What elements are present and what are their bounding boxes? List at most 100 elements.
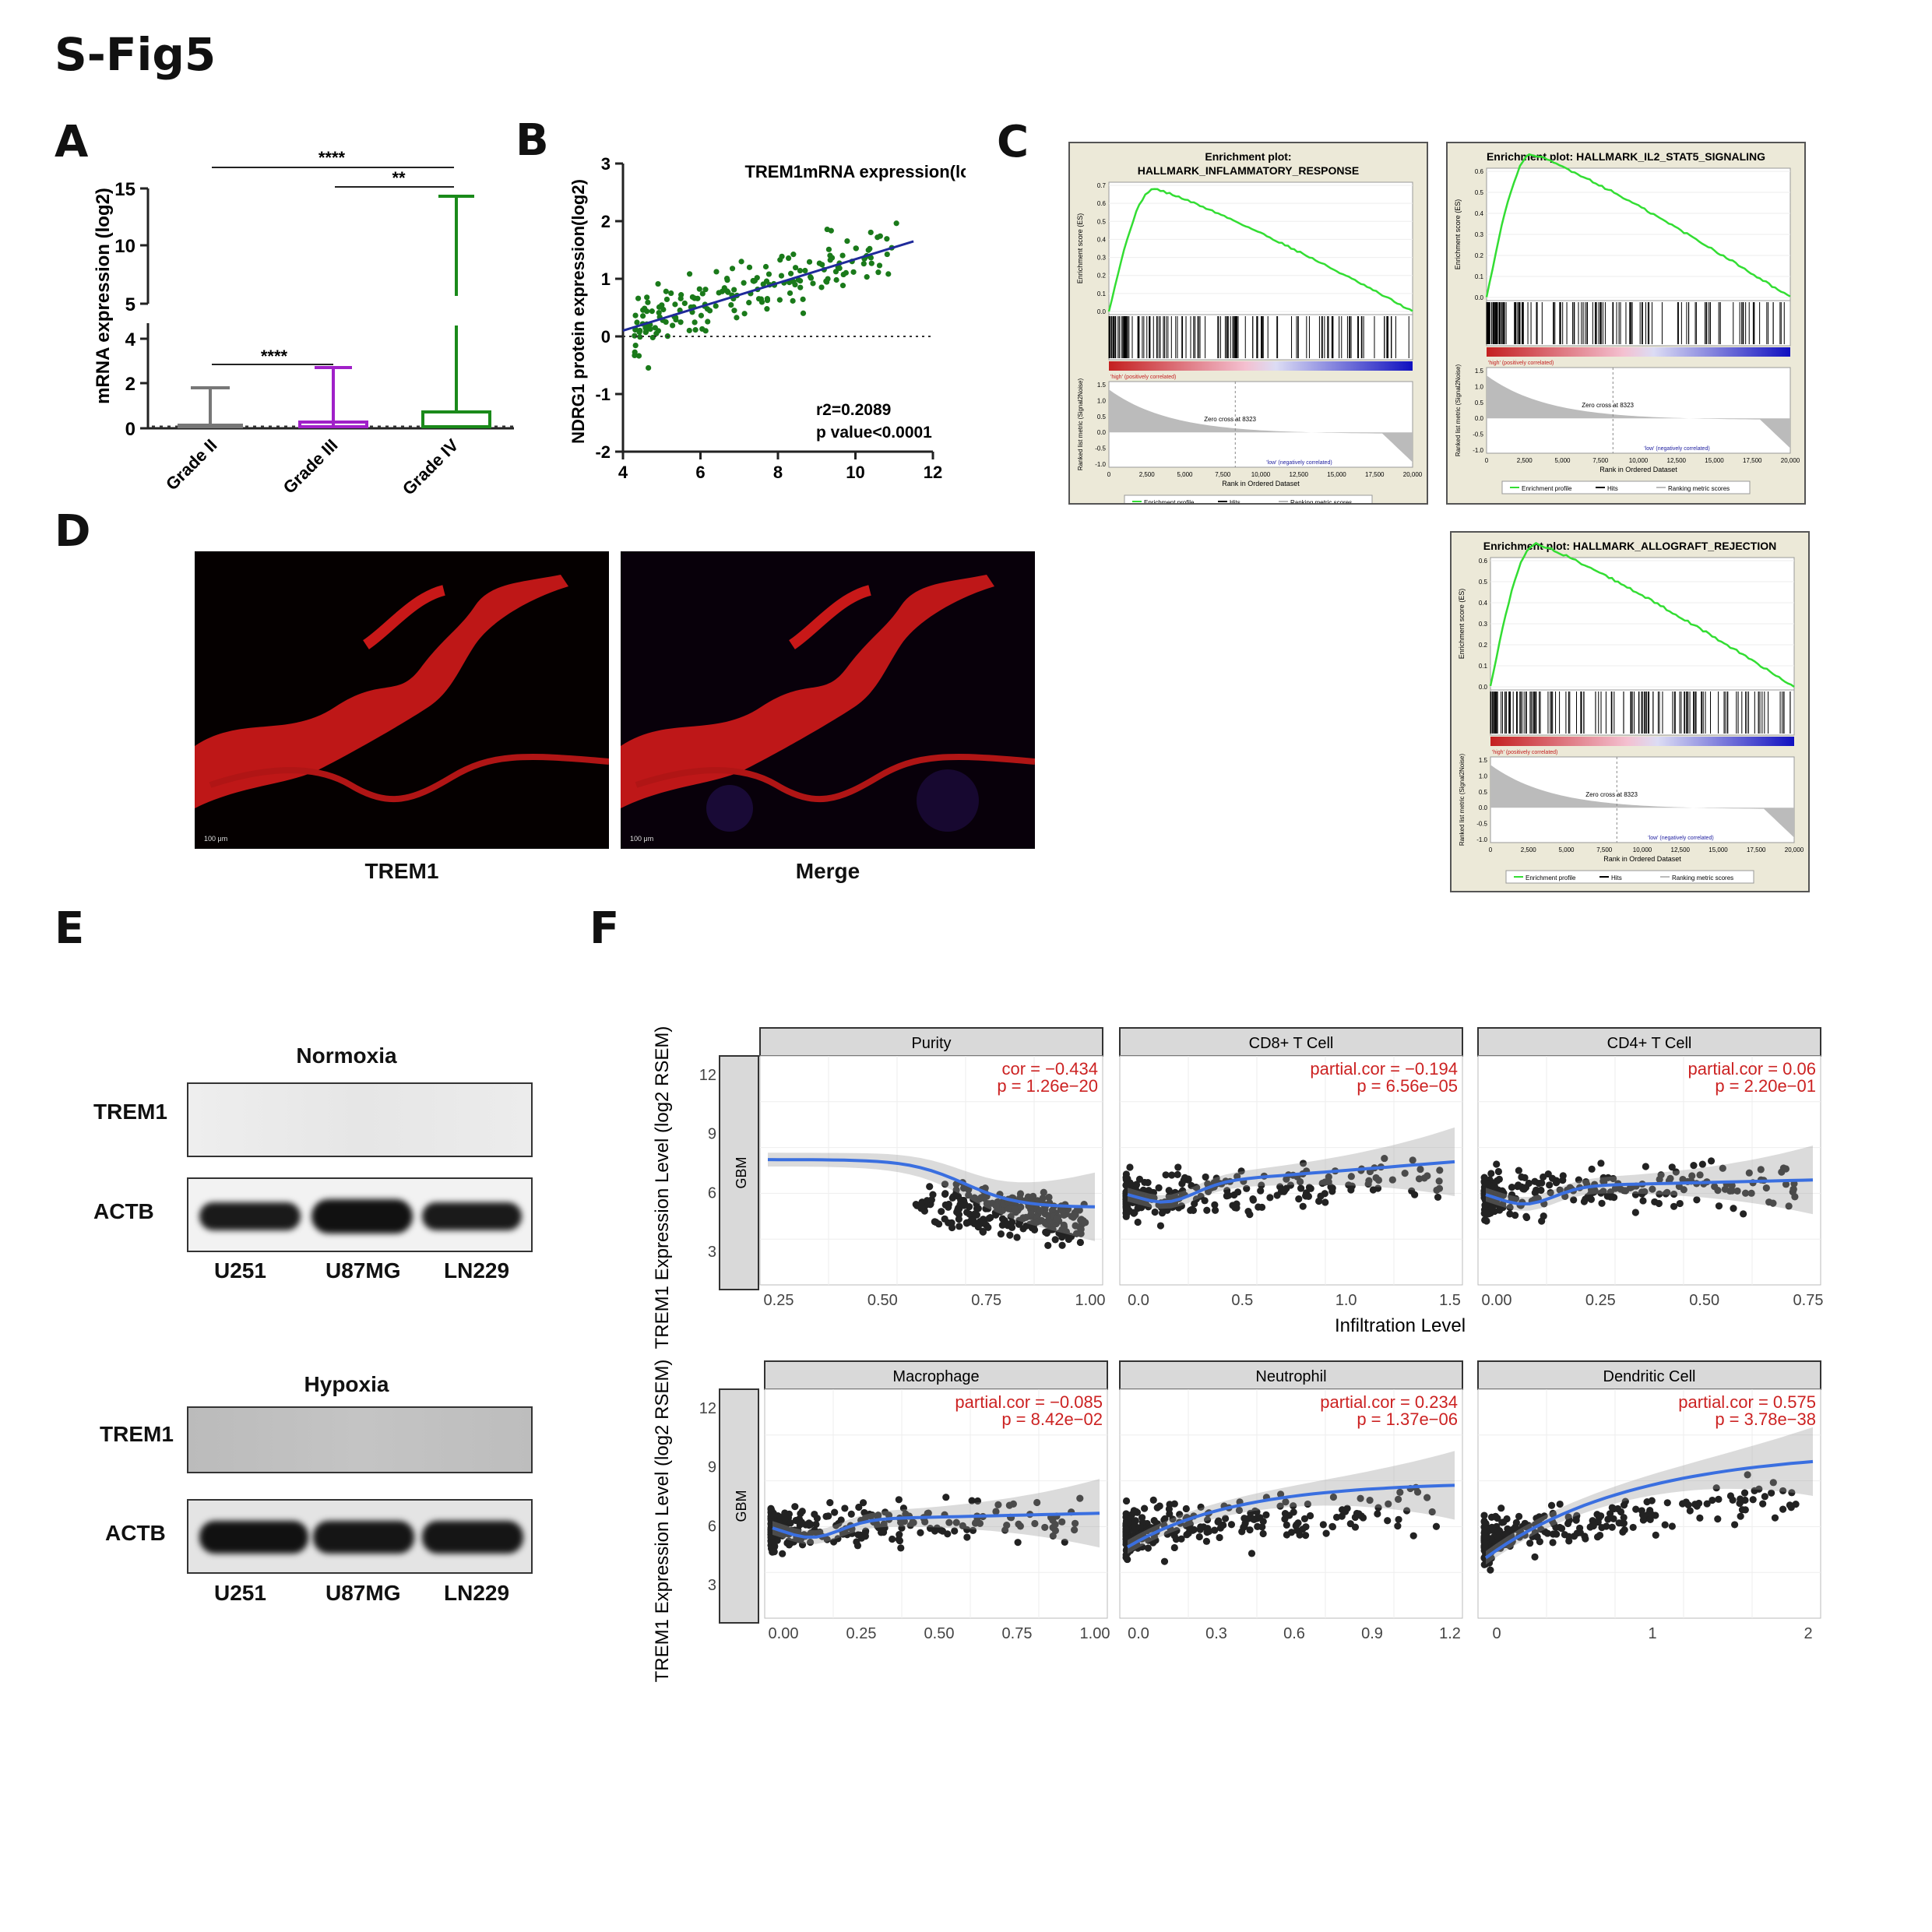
scatter-point bbox=[810, 280, 816, 287]
rank-axis-label: Ranked list metric (Signal2Noise) bbox=[1077, 378, 1084, 471]
facet-point bbox=[1522, 1184, 1530, 1191]
facet-point bbox=[826, 1499, 834, 1507]
facet-point bbox=[1394, 1495, 1402, 1503]
facet-point bbox=[1266, 1194, 1274, 1202]
facet-point bbox=[896, 1530, 903, 1539]
facet-point bbox=[1608, 1523, 1616, 1531]
facet-point bbox=[1169, 1515, 1177, 1523]
facet-point bbox=[1149, 1525, 1157, 1533]
panel-b-ytick-label: 2 bbox=[601, 212, 611, 231]
panel-f-ytick: 9 bbox=[708, 1126, 716, 1143]
facet-point bbox=[1762, 1184, 1770, 1192]
gsea-xlabel: Rank in Ordered Dataset bbox=[1603, 855, 1681, 863]
facet-point bbox=[1026, 1220, 1034, 1228]
scatter-point bbox=[825, 276, 831, 282]
facet-xtick: 2 bbox=[1804, 1625, 1812, 1642]
facet-point bbox=[1690, 1162, 1698, 1170]
facet-point bbox=[1712, 1484, 1720, 1492]
facet-point bbox=[1319, 1521, 1327, 1529]
facet-point bbox=[1036, 1206, 1044, 1215]
facet-point bbox=[1294, 1519, 1302, 1527]
facet-point bbox=[1365, 1177, 1373, 1184]
facet-point bbox=[1384, 1517, 1392, 1525]
facet-point bbox=[1570, 1533, 1578, 1540]
facet-point bbox=[1258, 1181, 1265, 1189]
facet-point bbox=[1203, 1206, 1211, 1214]
rank-tick-label: 1.5 bbox=[1097, 382, 1107, 389]
facet-point bbox=[992, 1508, 1000, 1515]
facet-strip bbox=[1119, 1360, 1463, 1390]
facet-point bbox=[1547, 1188, 1554, 1197]
facet-point bbox=[1761, 1493, 1768, 1501]
facet-point bbox=[1747, 1189, 1755, 1197]
es-tick-label: 0.6 bbox=[1097, 200, 1107, 207]
scatter-point bbox=[692, 319, 698, 326]
gsea-xtick-label: 5,000 bbox=[1177, 471, 1193, 478]
facet-point bbox=[1122, 1510, 1130, 1518]
facet-xtick: 0.5 bbox=[1231, 1292, 1253, 1309]
es-tick-label: 0.5 bbox=[1475, 189, 1484, 196]
scatter-point bbox=[698, 312, 705, 318]
scatter-point bbox=[828, 227, 834, 234]
facet-point bbox=[1515, 1512, 1523, 1520]
facet-point bbox=[1007, 1212, 1015, 1220]
scatter-point bbox=[704, 306, 710, 312]
gsea-title: Enrichment plot: HALLMARK_IL2_STAT5_SIGN… bbox=[1487, 150, 1765, 163]
scatter-point bbox=[836, 265, 843, 272]
loess-curve bbox=[772, 1511, 1100, 1539]
facet-point bbox=[1186, 1520, 1195, 1528]
scatter-point bbox=[875, 234, 881, 241]
facet-point bbox=[771, 1542, 779, 1550]
facet-point bbox=[767, 1504, 775, 1512]
facet-point bbox=[770, 1511, 778, 1519]
facet-point bbox=[1749, 1496, 1757, 1504]
facet-point bbox=[1301, 1532, 1310, 1540]
facet-pvalue: p = 6.56e−05 bbox=[1357, 1076, 1458, 1096]
es-tick-label: 0.3 bbox=[1097, 255, 1107, 262]
legend-entry: Hits bbox=[1611, 875, 1622, 882]
panel-f-ytick: 9 bbox=[708, 1459, 716, 1476]
facet-strip bbox=[1477, 1360, 1821, 1390]
scatter-point bbox=[800, 310, 807, 316]
facet-point bbox=[969, 1526, 977, 1535]
facet-point bbox=[1487, 1170, 1495, 1177]
facet-point bbox=[781, 1515, 789, 1522]
facet-point bbox=[1385, 1500, 1392, 1508]
facet-point bbox=[997, 1230, 1005, 1238]
facet-point bbox=[807, 1529, 815, 1537]
scatter-points bbox=[632, 220, 899, 371]
facet-point bbox=[1030, 1226, 1039, 1234]
scatter-point bbox=[678, 292, 684, 298]
facet-point bbox=[945, 1519, 953, 1526]
facet-point bbox=[1643, 1498, 1651, 1506]
zero-cross-label: Zero cross at 8323 bbox=[1582, 402, 1634, 409]
scatter-point bbox=[699, 290, 706, 297]
es-tick-label: 0.7 bbox=[1097, 182, 1107, 189]
facet-point bbox=[1730, 1205, 1737, 1212]
panel-a-ylabel: mRNA expression (log2) bbox=[93, 188, 114, 404]
facet-point bbox=[1357, 1494, 1364, 1502]
facet-point bbox=[1058, 1241, 1066, 1249]
scatter-point bbox=[655, 280, 661, 287]
panel-b-ytick-label: 3 bbox=[601, 154, 611, 174]
facet-point bbox=[924, 1509, 931, 1518]
es-tick-label: 0.2 bbox=[1479, 642, 1488, 649]
facet-point bbox=[1381, 1154, 1388, 1163]
facet-point bbox=[945, 1200, 952, 1209]
facet-point bbox=[1582, 1177, 1590, 1186]
panel-b-xticks: 4 6 8 10 12 bbox=[618, 452, 942, 482]
legend-entry: Ranking metric scores bbox=[1668, 485, 1730, 492]
facet-point bbox=[830, 1538, 838, 1546]
scatter-point bbox=[692, 327, 699, 333]
facet-point bbox=[1515, 1167, 1522, 1174]
facet-point bbox=[1139, 1186, 1147, 1195]
scatter-point bbox=[792, 265, 799, 271]
lane-label-u251-n: U251 bbox=[214, 1258, 266, 1283]
facet-point bbox=[1598, 1199, 1606, 1207]
facet-point bbox=[1618, 1519, 1626, 1527]
facet-point bbox=[1707, 1157, 1716, 1165]
facet-xtick: 0 bbox=[1492, 1625, 1501, 1642]
facet-point bbox=[1395, 1515, 1402, 1523]
facet-point bbox=[1223, 1192, 1230, 1200]
scatter-point bbox=[893, 220, 899, 227]
